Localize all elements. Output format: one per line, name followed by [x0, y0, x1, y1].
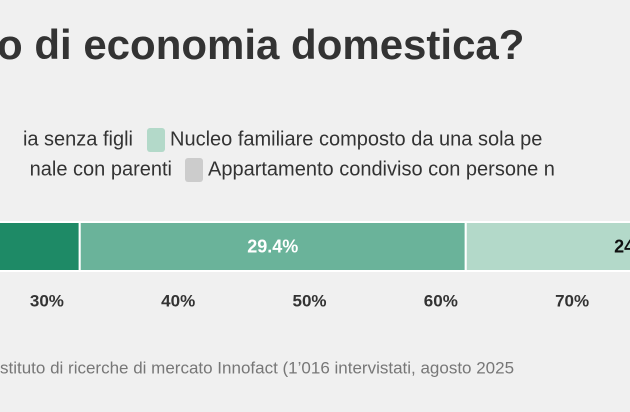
chart-title: o di economia domestica? — [0, 21, 524, 68]
legend-label: Appartamento condiviso con persone n — [208, 158, 555, 180]
x-tick-label: 50% — [292, 291, 326, 310]
legend-swatch — [147, 128, 165, 152]
value-label: 24. — [614, 236, 630, 256]
value-label: 29.4% — [247, 236, 298, 256]
legend-label: nale con parenti — [30, 158, 172, 180]
x-tick-label: 40% — [161, 291, 195, 310]
legend-label: ia senza figli — [23, 128, 133, 150]
legend-label: Nucleo familiare composto da una sola pe — [170, 128, 542, 150]
bar-segment — [78, 221, 467, 272]
x-tick-label: 30% — [30, 291, 64, 310]
x-tick-label: 70% — [555, 291, 589, 310]
bar-segment — [0, 221, 81, 272]
x-tick-label: 60% — [424, 291, 458, 310]
bar-segment — [464, 221, 630, 272]
source: stituto di ricerche di mercato Innofact … — [0, 358, 514, 377]
legend-swatch — [185, 158, 203, 182]
